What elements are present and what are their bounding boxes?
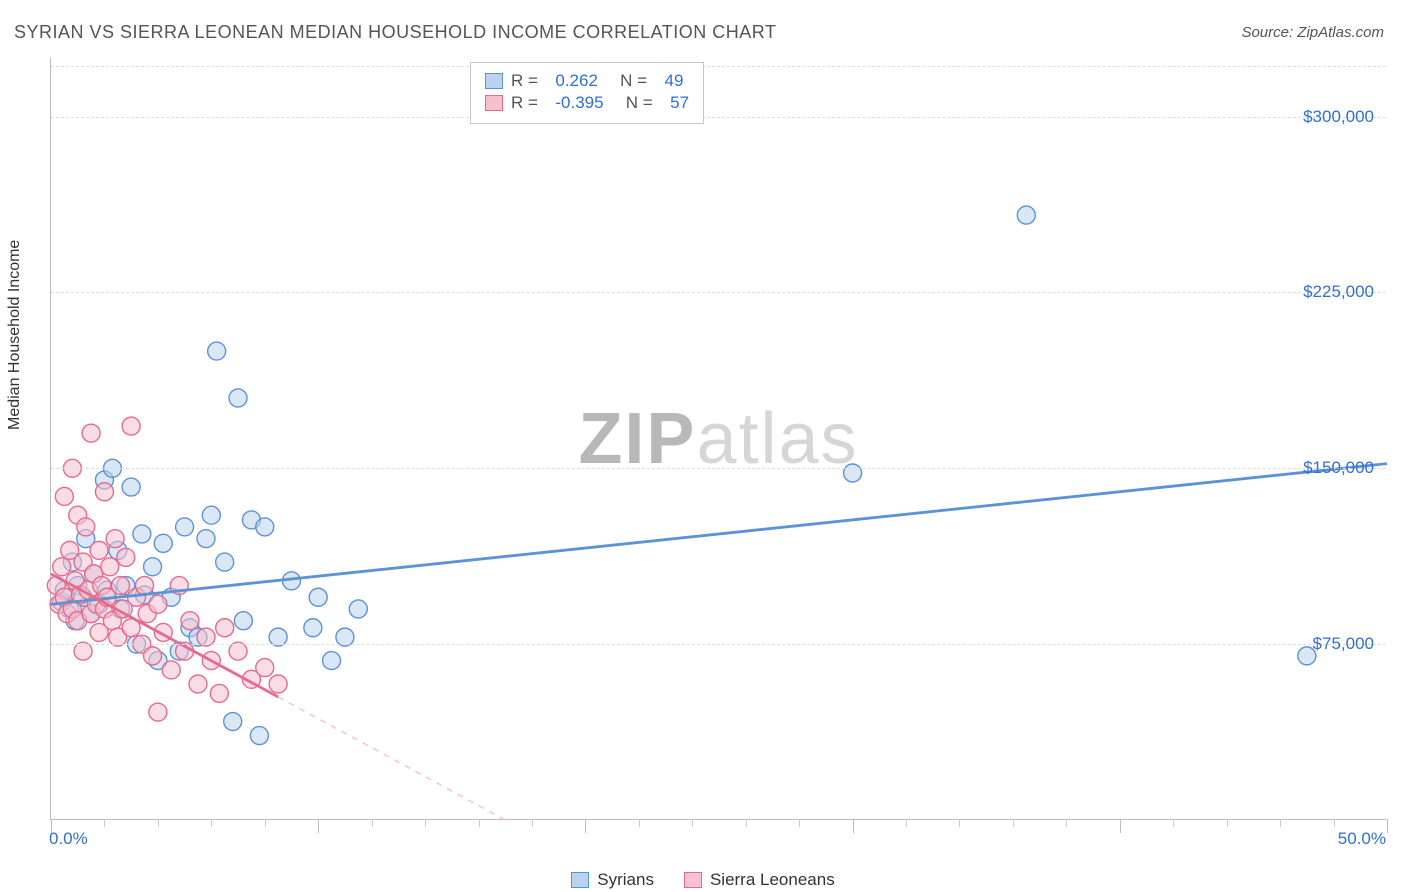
syrians-point bbox=[349, 600, 367, 618]
syrians-point bbox=[844, 464, 862, 482]
syrians-point bbox=[216, 553, 234, 571]
sierra_leoneans-point bbox=[269, 675, 287, 693]
sierra_leoneans-point bbox=[106, 530, 124, 548]
syrians-point bbox=[144, 558, 162, 576]
legend-item-sierra_leoneans: Sierra Leoneans bbox=[684, 870, 835, 890]
correlation-stats-box: R = 0.262 N = 49R = -0.395 N = 57 bbox=[470, 62, 704, 124]
syrians-point bbox=[304, 619, 322, 637]
syrians-point bbox=[122, 478, 140, 496]
sierra_leoneans-point bbox=[189, 675, 207, 693]
sierra_leoneans-point bbox=[95, 483, 113, 501]
syrians-point bbox=[234, 612, 252, 630]
x-max-label: 50.0% bbox=[1338, 829, 1386, 849]
syrians-point bbox=[229, 389, 247, 407]
stat-n-value: 49 bbox=[655, 71, 683, 91]
syrians-point bbox=[154, 534, 172, 552]
sierra_leoneans-point bbox=[77, 518, 95, 536]
sierra_leoneans-point bbox=[90, 541, 108, 559]
sierra_leoneans-point bbox=[181, 612, 199, 630]
sierra_leoneans-point bbox=[149, 703, 167, 721]
y-tick-label: $300,000 bbox=[1303, 107, 1374, 127]
sierra_leoneans-legend-swatch-icon bbox=[684, 872, 702, 888]
stat-n-label: N = bbox=[606, 71, 647, 91]
stats-row-sierra_leoneans: R = -0.395 N = 57 bbox=[485, 93, 689, 113]
y-tick-label: $150,000 bbox=[1303, 458, 1374, 478]
syrians-point bbox=[197, 530, 215, 548]
stat-r-label: R = bbox=[511, 93, 538, 113]
chart-svg bbox=[51, 58, 1386, 819]
syrians-point bbox=[1017, 206, 1035, 224]
syrians-point bbox=[224, 713, 242, 731]
sierra_leoneans-point bbox=[111, 577, 129, 595]
source-attribution: Source: ZipAtlas.com bbox=[1241, 24, 1384, 41]
legend-label: Sierra Leoneans bbox=[710, 870, 835, 890]
sierra_leoneans-point bbox=[122, 417, 140, 435]
stat-r-label: R = bbox=[511, 71, 538, 91]
sierra_leoneans-trendline-extrapolated bbox=[278, 697, 505, 820]
sierra_leoneans-point bbox=[144, 647, 162, 665]
x-min-label: 0.0% bbox=[49, 829, 88, 849]
syrians-point bbox=[309, 588, 327, 606]
sierra_leoneans-point bbox=[162, 661, 180, 679]
plot-area: ZIPatlas $75,000$150,000$225,000$300,000… bbox=[50, 58, 1386, 820]
sierra_leoneans-point bbox=[82, 424, 100, 442]
bottom-legend: Syrians Sierra Leoneans bbox=[0, 870, 1406, 890]
stat-n-label: N = bbox=[612, 93, 653, 113]
syrians-point bbox=[133, 525, 151, 543]
syrians-point bbox=[323, 652, 341, 670]
sierra_leoneans-swatch-icon bbox=[485, 95, 503, 111]
syrians-point bbox=[250, 727, 268, 745]
chart-title: SYRIAN VS SIERRA LEONEAN MEDIAN HOUSEHOL… bbox=[14, 22, 776, 43]
sierra_leoneans-point bbox=[256, 659, 274, 677]
stat-r-value: 0.262 bbox=[546, 71, 598, 91]
syrians-point bbox=[256, 518, 274, 536]
syrians-point bbox=[176, 518, 194, 536]
y-tick-label: $75,000 bbox=[1313, 634, 1374, 654]
sierra_leoneans-point bbox=[117, 548, 135, 566]
sierra_leoneans-point bbox=[101, 558, 119, 576]
sierra_leoneans-point bbox=[136, 577, 154, 595]
syrians-swatch-icon bbox=[485, 73, 503, 89]
stats-row-syrians: R = 0.262 N = 49 bbox=[485, 71, 689, 91]
syrians-point bbox=[202, 506, 220, 524]
syrians-point bbox=[208, 342, 226, 360]
legend-label: Syrians bbox=[597, 870, 654, 890]
sierra_leoneans-point bbox=[149, 595, 167, 613]
y-tick-label: $225,000 bbox=[1303, 282, 1374, 302]
legend-item-syrians: Syrians bbox=[571, 870, 654, 890]
sierra_leoneans-point bbox=[210, 684, 228, 702]
syrians-trendline bbox=[51, 464, 1387, 605]
syrians-legend-swatch-icon bbox=[571, 872, 589, 888]
stat-n-value: 57 bbox=[661, 93, 689, 113]
y-axis-label: Median Household Income bbox=[6, 240, 24, 430]
sierra_leoneans-point bbox=[53, 558, 71, 576]
sierra_leoneans-point bbox=[55, 487, 73, 505]
chart-container: SYRIAN VS SIERRA LEONEAN MEDIAN HOUSEHOL… bbox=[0, 0, 1406, 892]
sierra_leoneans-point bbox=[216, 619, 234, 637]
stat-r-value: -0.395 bbox=[546, 93, 604, 113]
